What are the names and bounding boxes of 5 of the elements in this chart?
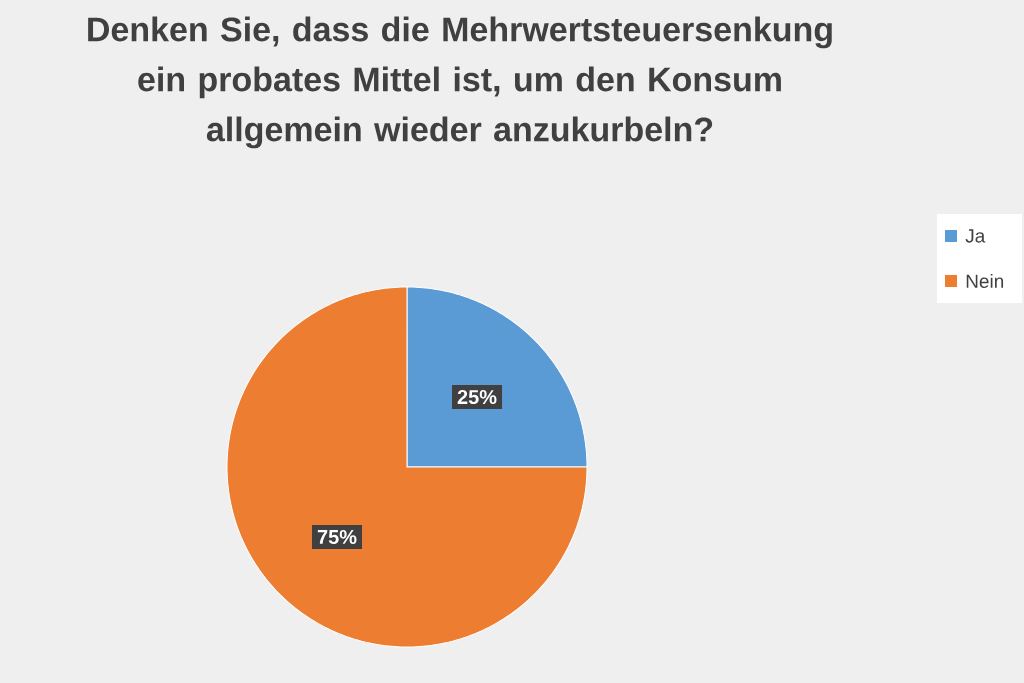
data-label: 25% [457,389,497,405]
chart-title: Denken Sie, dass die Mehrwertsteuersenkung ein probates Mittel ist, um den Konsum allgemein wieder anzukurbeln? [88,16,832,149]
data-label: 75% [317,529,357,545]
legend-label: Ja [965,229,986,243]
legend-label: Nein [966,274,1004,288]
